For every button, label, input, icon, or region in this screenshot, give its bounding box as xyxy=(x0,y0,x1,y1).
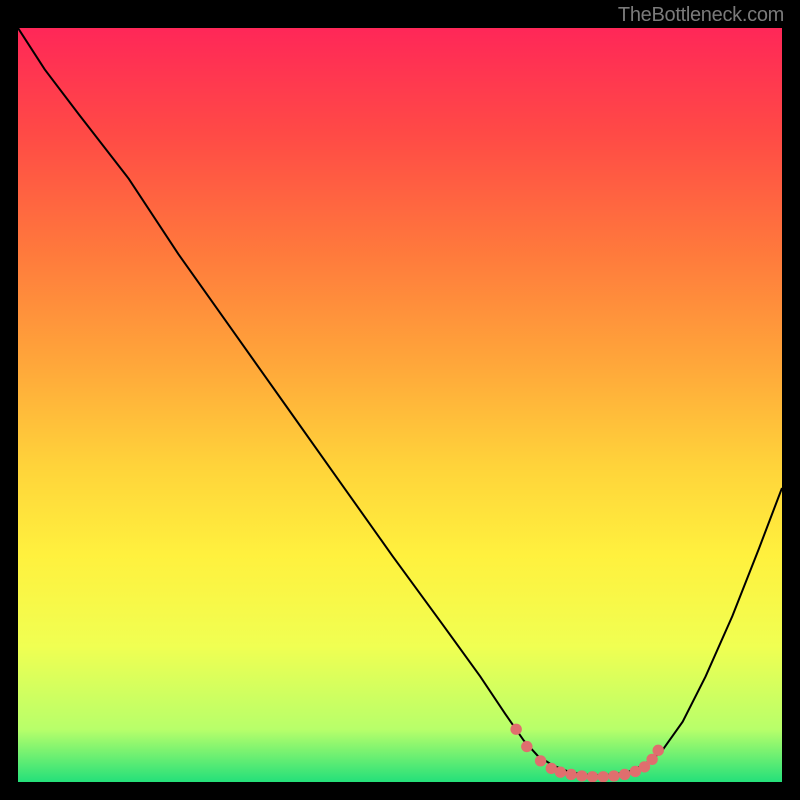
curve-marker xyxy=(565,769,576,780)
watermark-text: TheBottleneck.com xyxy=(618,4,784,27)
chart-plot-area xyxy=(18,28,782,782)
gradient-background xyxy=(18,28,782,782)
curve-marker xyxy=(576,770,587,781)
curve-marker xyxy=(597,771,608,782)
curve-marker xyxy=(653,745,664,756)
curve-marker xyxy=(608,770,619,781)
curve-marker xyxy=(521,741,532,752)
chart-svg xyxy=(18,28,782,782)
curve-marker xyxy=(510,724,521,735)
curve-marker xyxy=(555,767,566,778)
curve-marker xyxy=(619,769,630,780)
curve-marker xyxy=(587,771,598,782)
curve-marker xyxy=(535,755,546,766)
